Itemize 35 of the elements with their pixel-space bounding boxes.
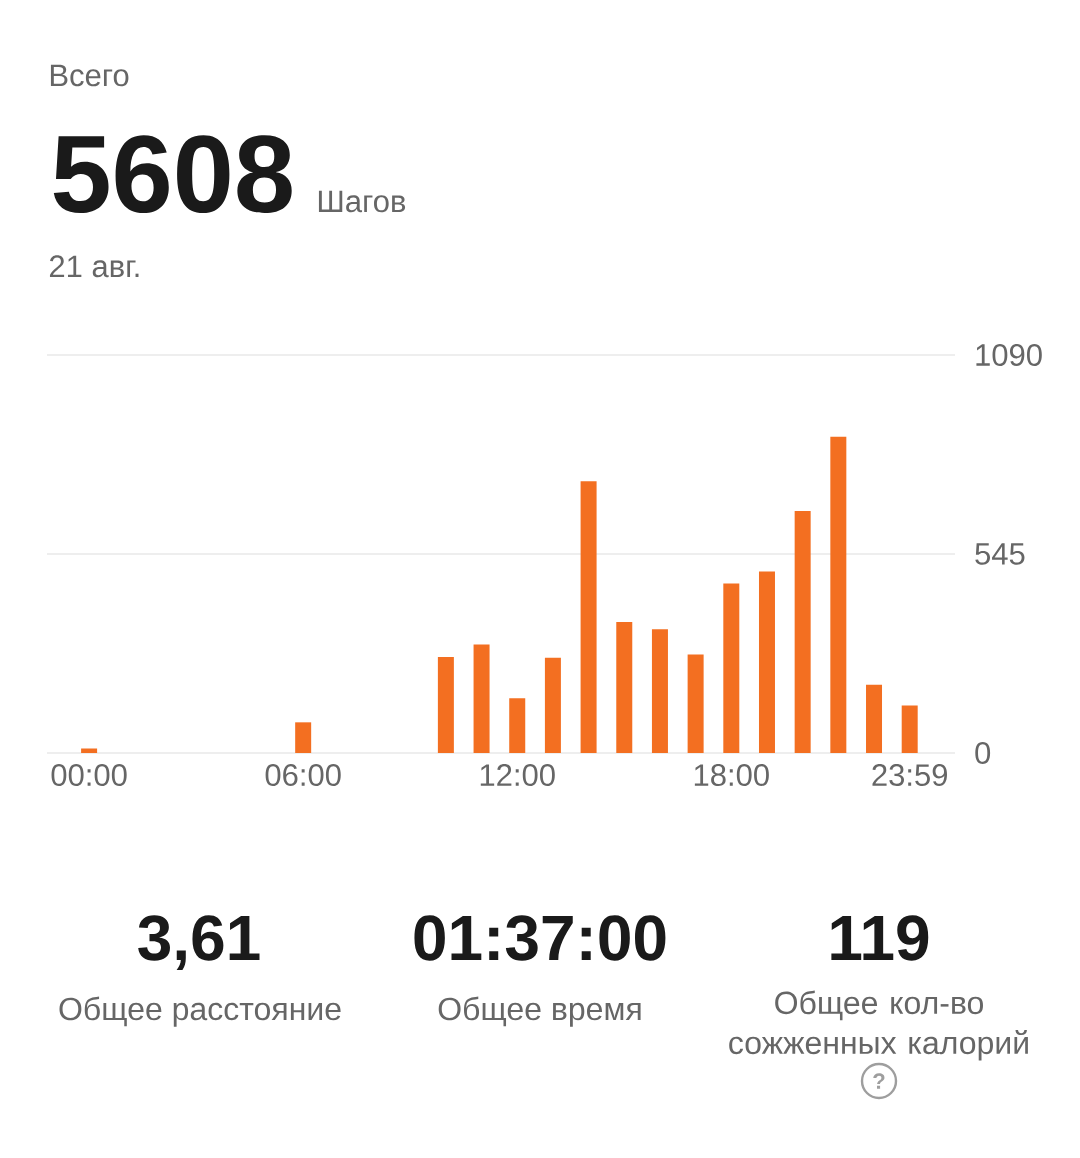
bar	[901, 705, 918, 753]
bar	[651, 629, 668, 753]
chart-subtitle: 21 авг.	[49, 255, 139, 278]
y-tick-label: 545	[975, 543, 1025, 565]
bar	[509, 698, 526, 753]
text: 3,61	[138, 915, 260, 970]
text: ?	[873, 1073, 885, 1089]
text: 01:37:00	[414, 915, 666, 961]
text: Общее расстояние	[59, 996, 341, 1027]
text: Шагов	[318, 190, 406, 213]
bar	[544, 657, 561, 753]
bar	[437, 656, 454, 753]
y-tick-label: 0	[975, 742, 991, 764]
bar	[473, 644, 490, 753]
chart-title: Всего	[50, 64, 129, 87]
x-tick-label: 18:00	[694, 764, 769, 787]
bar	[616, 621, 633, 753]
bar	[866, 684, 883, 753]
text: 119	[831, 915, 929, 961]
text: 5608	[53, 135, 292, 214]
bar	[723, 583, 740, 753]
x-tick-label: 06:00	[265, 764, 341, 787]
x-tick-label: 23:59	[872, 764, 948, 787]
bar	[295, 722, 312, 753]
bar	[758, 571, 775, 753]
text: Общее кол-во сожженных калорий	[729, 990, 1028, 1061]
bar	[580, 481, 597, 753]
bar	[81, 748, 98, 753]
x-tick-label: 00:00	[51, 764, 127, 787]
x-tick-label: 12:00	[480, 764, 555, 787]
text: Общее время	[438, 996, 641, 1027]
y-tick-label: 1090	[976, 344, 1042, 366]
bar	[687, 654, 704, 753]
bar	[794, 510, 811, 753]
bar	[830, 436, 847, 753]
